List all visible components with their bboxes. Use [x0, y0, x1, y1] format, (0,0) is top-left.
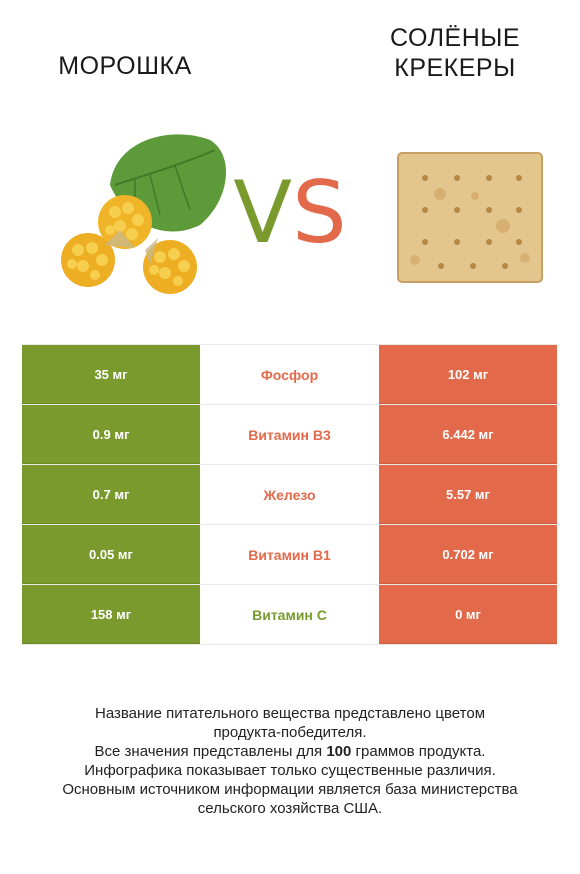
- nutrient-name-cell: Витамин B1: [200, 525, 379, 584]
- versus-label: VS: [228, 158, 352, 268]
- right-title-line-1: СОЛЁНЫЕ: [389, 24, 521, 52]
- nutrient-name-cell: Железо: [200, 465, 379, 524]
- right-value-cell: 0.702 мг: [379, 525, 557, 584]
- vs-letter-v: V: [233, 163, 293, 263]
- comparison-table: 35 мг Фосфор 102 мг 0.9 мг Витамин B3 6.442 м…: [22, 344, 557, 645]
- cloudberry-image: [61, 134, 227, 294]
- vs-letter-s: S: [292, 163, 347, 263]
- footer-line-6: сельского хозяйства США.: [197, 800, 383, 817]
- left-value-cell: 0.05 мг: [22, 525, 200, 584]
- right-value-cell: 102 мг: [379, 345, 557, 404]
- footer-line-3-amount: 100: [326, 743, 352, 760]
- nutrient-name-cell: Витамин C: [200, 585, 379, 644]
- footer-line-5: Основным источником информации является …: [62, 781, 518, 798]
- footer-line-3-pre: Все значения представлены для: [94, 743, 327, 760]
- footer-line-3-post: граммов продукта.: [351, 743, 486, 760]
- right-value-cell: 6.442 мг: [379, 405, 557, 464]
- left-value-cell: 158 мг: [22, 585, 200, 644]
- right-title-line-2: КРЕКЕРЫ: [394, 54, 516, 82]
- left-value-cell: 35 мг: [22, 345, 200, 404]
- right-product-title: СОЛЁНЫЕ КРЕКЕРЫ: [355, 23, 555, 83]
- table-row: 0.7 мг Железо 5.57 мг: [22, 465, 557, 525]
- footer-line-1: Название питательного вещества представл…: [94, 705, 486, 722]
- nutrient-name-cell: Витамин B3: [200, 405, 379, 464]
- footer-line-2: продукта-победителя.: [213, 724, 367, 741]
- footer-notes: Название питательного вещества представл…: [20, 704, 560, 818]
- footer-line-3: Все значения представлены для 100 граммо…: [20, 742, 560, 761]
- left-value-cell: 0.9 мг: [22, 405, 200, 464]
- right-value-cell: 5.57 мг: [379, 465, 557, 524]
- table-row: 35 мг Фосфор 102 мг: [22, 344, 557, 405]
- cracker-image: [397, 152, 543, 283]
- left-product-title: МОРОШКА: [58, 52, 192, 80]
- footer-line-4: Инфографика показывает только существенн…: [84, 762, 496, 779]
- table-row: 0.9 мг Витамин B3 6.442 мг: [22, 405, 557, 465]
- table-row: 0.05 мг Витамин B1 0.702 мг: [22, 525, 557, 585]
- right-value-cell: 0 мг: [379, 585, 557, 644]
- left-value-cell: 0.7 мг: [22, 465, 200, 524]
- nutrient-name-cell: Фосфор: [200, 345, 379, 404]
